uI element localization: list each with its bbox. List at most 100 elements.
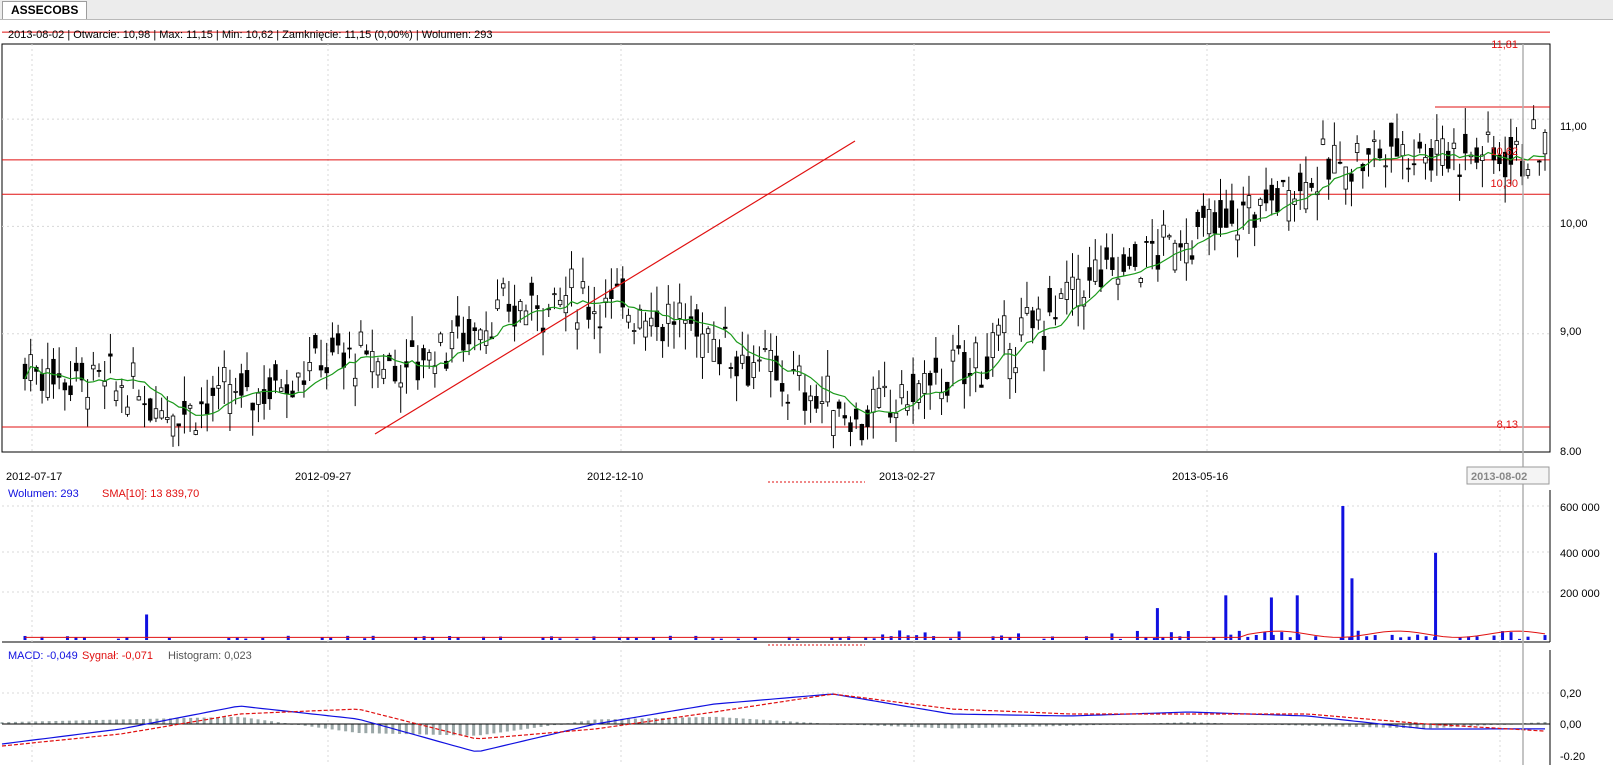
histogram-bar <box>61 720 65 724</box>
candle-body <box>962 352 967 385</box>
candle-body <box>62 382 68 391</box>
histogram-bar <box>7 722 11 724</box>
histogram-bar <box>694 717 698 724</box>
histogram-bar <box>579 721 583 724</box>
histogram-bar <box>303 724 307 726</box>
volume-bar <box>1280 632 1284 640</box>
volume-tick-200k: 200 000 <box>1560 588 1600 600</box>
candle-body <box>148 398 153 421</box>
candle-body <box>1087 267 1092 281</box>
candle-body <box>876 387 882 408</box>
candle-body <box>1349 173 1354 182</box>
volume-bar <box>651 637 655 640</box>
histogram-bar <box>337 724 341 731</box>
trend-line[interactable] <box>374 140 856 435</box>
candle-body <box>899 384 904 399</box>
candle-body <box>734 356 739 377</box>
histogram-bar <box>950 724 954 729</box>
candle-body <box>973 342 978 369</box>
volume-bar <box>167 637 171 640</box>
histogram-legend: Histogram: 0,023 <box>168 650 252 662</box>
volume-bar <box>448 636 452 640</box>
histogram-bar <box>1341 724 1345 727</box>
candle-body <box>1064 281 1069 300</box>
histogram-bar <box>910 724 914 727</box>
histogram-bar <box>1287 724 1291 726</box>
volume-bar <box>1297 634 1301 640</box>
volume-bar <box>668 635 672 640</box>
candle-body <box>267 377 272 400</box>
histogram-bar <box>364 724 368 734</box>
tab-assecobs[interactable]: ASSECOBS <box>2 1 88 19</box>
candle-body <box>478 329 483 341</box>
candle-body <box>1098 269 1104 288</box>
histogram-bar <box>761 719 765 724</box>
candle-body <box>22 363 28 380</box>
tab-bar: ASSECOBS <box>0 0 1613 20</box>
candle-body <box>757 359 762 362</box>
candle-body <box>1167 235 1172 238</box>
candle-body <box>797 365 802 376</box>
volume-bar <box>736 638 740 640</box>
volume-bar <box>787 636 791 640</box>
histogram-bar <box>424 724 428 735</box>
candle-body <box>529 282 534 296</box>
candle-body <box>580 281 586 289</box>
volume-bar <box>1288 637 1292 640</box>
candle-body <box>1070 276 1075 290</box>
candle-body <box>620 278 625 308</box>
volume-bar <box>431 637 435 640</box>
candle-body <box>239 373 244 396</box>
histogram-bar <box>1368 724 1372 728</box>
volume-bar <box>838 637 842 640</box>
histogram-bar <box>135 719 139 724</box>
histogram-bar <box>492 724 496 734</box>
candle-body <box>705 328 711 334</box>
histogram-bar <box>209 717 213 724</box>
histogram-bar <box>222 717 226 724</box>
candle-body <box>1440 138 1445 166</box>
volume-bar <box>1373 635 1377 640</box>
volume-bar <box>23 635 27 640</box>
histogram-bar <box>371 724 375 734</box>
histogram-bar <box>398 724 402 734</box>
candle-body <box>956 345 961 349</box>
candle-body <box>842 415 847 419</box>
candle-body <box>518 301 523 312</box>
date-tick-0: 2012-07-17 <box>6 471 62 483</box>
volume-bar <box>991 636 995 640</box>
candle-body <box>1303 182 1309 210</box>
candle-body <box>597 326 603 329</box>
header-info: 2013-08-02 | Otwarcie: 10,98 | Max: 11,1… <box>8 29 492 41</box>
histogram-bar <box>94 720 98 724</box>
candle-body <box>1184 242 1189 264</box>
histogram-bar <box>458 724 462 736</box>
histogram-bar <box>701 717 705 724</box>
candle-body <box>1326 158 1331 180</box>
candle-body <box>1263 189 1269 204</box>
candle-body <box>740 354 745 364</box>
level-label-1030: 10,30 <box>1490 178 1518 190</box>
candle-body <box>1337 161 1343 164</box>
volume-bar <box>261 637 265 640</box>
histogram-bar <box>1435 724 1439 728</box>
candle-body <box>1041 335 1047 350</box>
histogram-bar <box>721 717 725 724</box>
candle-body <box>324 367 329 374</box>
histogram-bar <box>505 724 509 732</box>
candle-body <box>1394 138 1400 157</box>
candle-body <box>1110 257 1115 270</box>
histogram-bar <box>1172 722 1176 724</box>
histogram-bar <box>1307 724 1311 726</box>
candle-body <box>227 384 233 414</box>
histogram-bar <box>1280 724 1284 726</box>
volume-bar <box>1135 630 1139 640</box>
candle-body <box>398 382 403 388</box>
grid-lines <box>2 44 1550 765</box>
volume-bar <box>1271 634 1275 640</box>
histogram-bar <box>67 720 71 724</box>
histogram-bar <box>633 718 637 724</box>
candle-body <box>1223 208 1229 228</box>
histogram-bar <box>937 724 941 729</box>
